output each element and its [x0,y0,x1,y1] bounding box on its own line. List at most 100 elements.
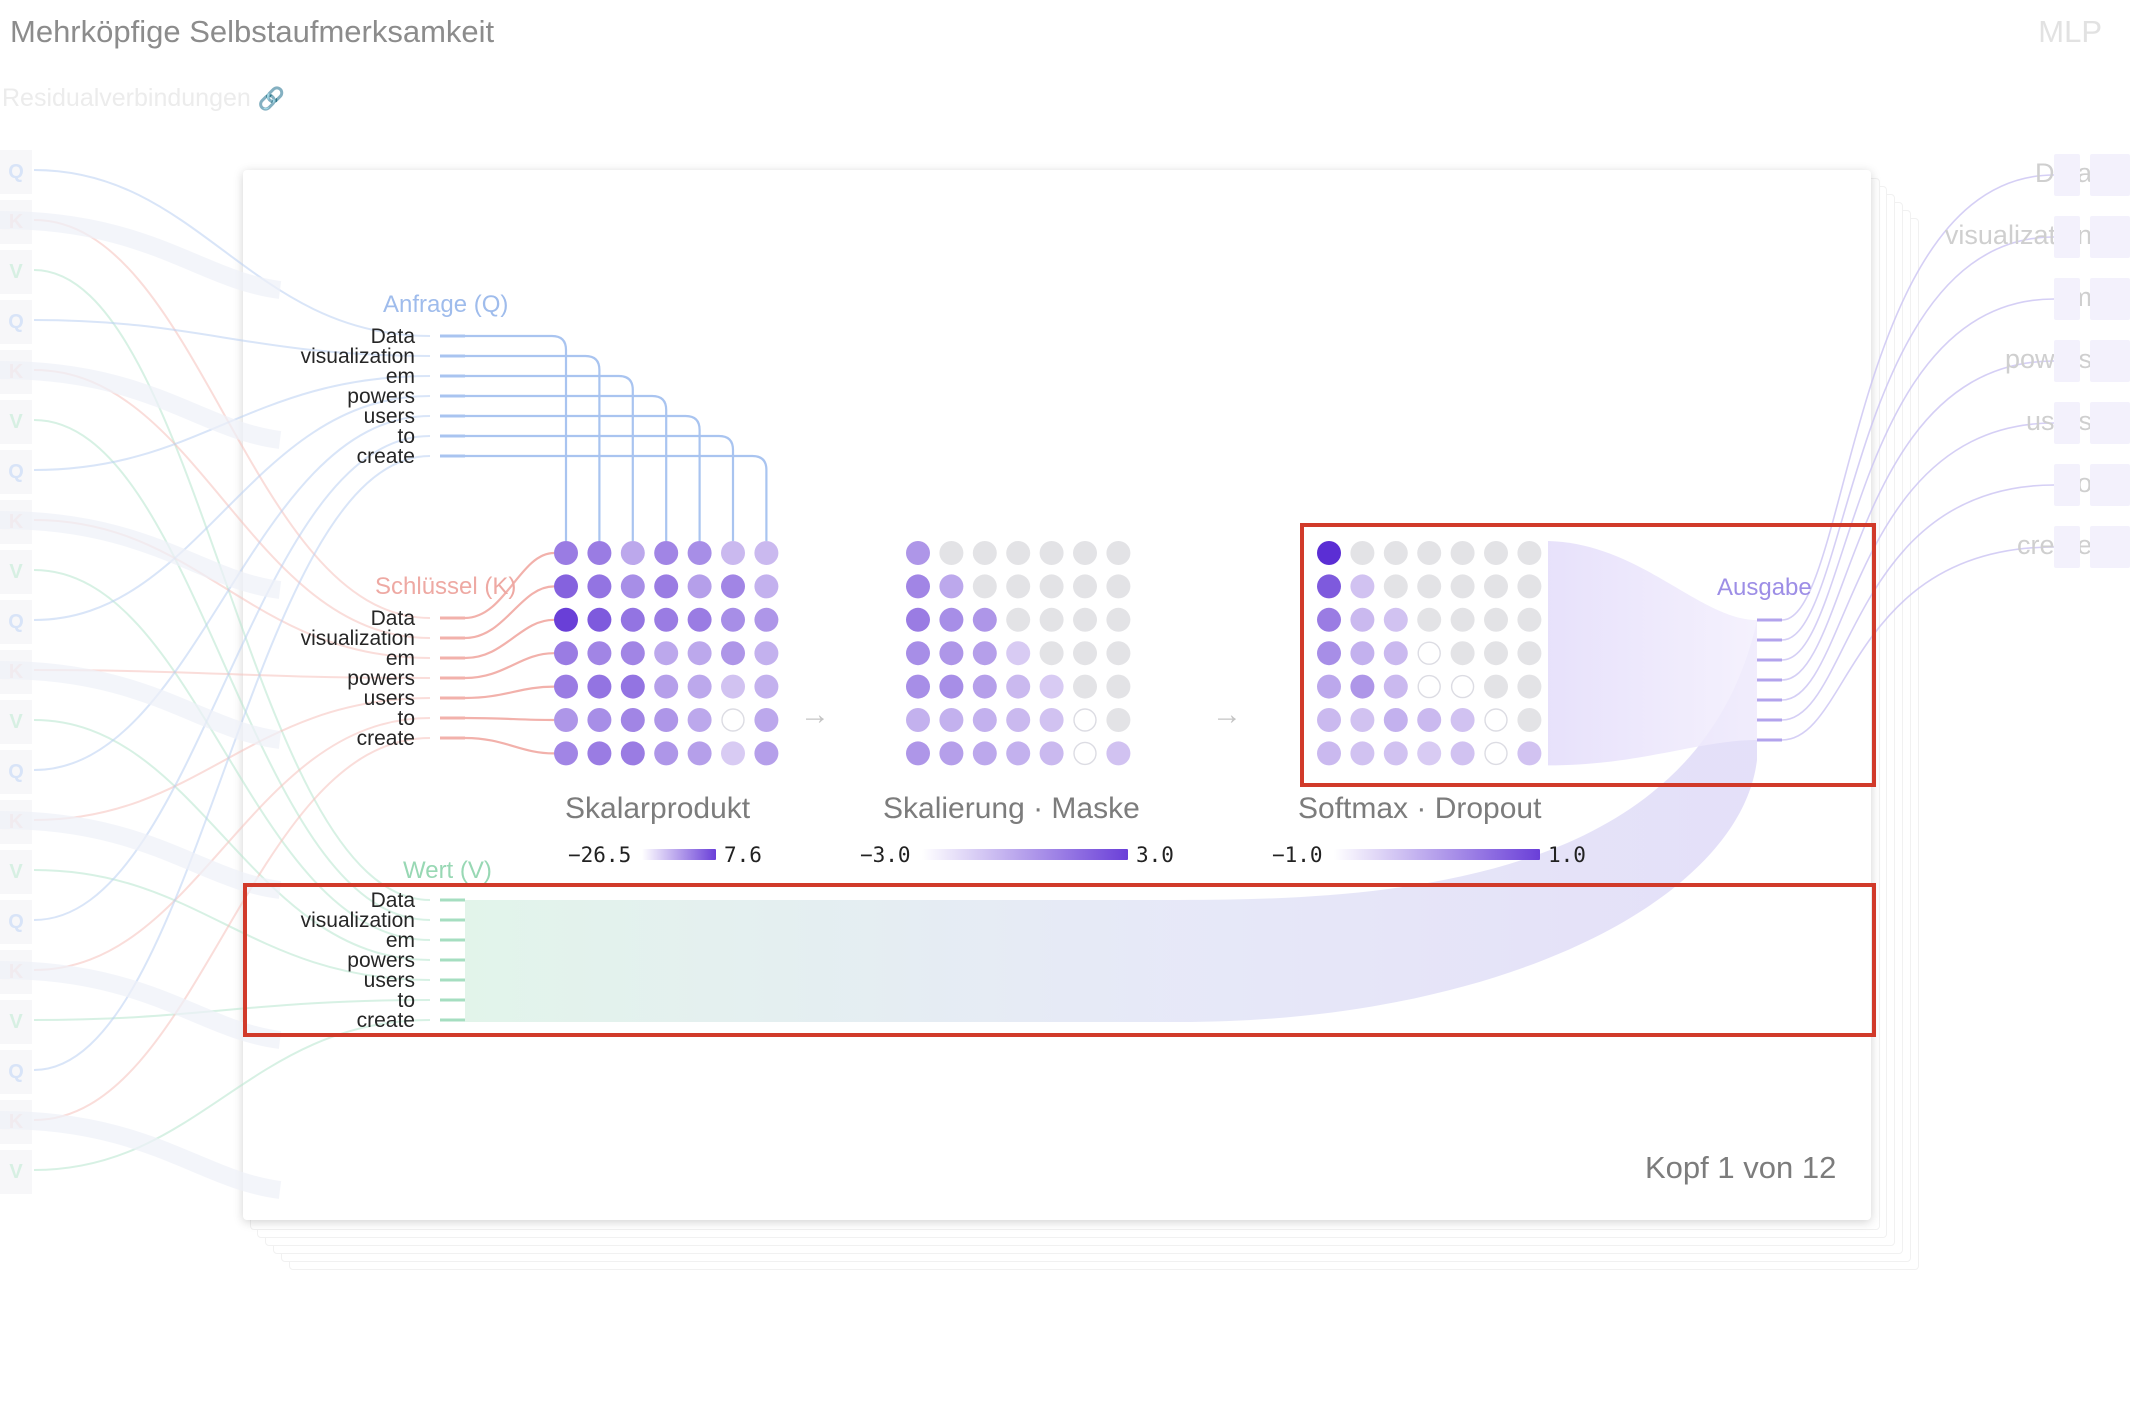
value-token[interactable]: users [363,969,415,992]
scaled-masked-cell [1006,574,1031,599]
query-token[interactable]: em [385,365,415,388]
scaled-masked-cell [939,708,964,732]
attention-block-title: Mehrköpfige Selbstaufmerksamkeit [10,14,495,49]
output-embedding-chip [2090,216,2130,258]
value-weighted-band [465,620,1757,1022]
output-embedding-chip [2054,216,2080,258]
scaled-masked-cell [1039,674,1064,699]
key-token[interactable]: visualization [300,627,415,650]
key-token[interactable]: Data [370,607,415,630]
softmax-cell [1517,541,1542,565]
softmax-cell [1517,641,1542,666]
dot-product-cell [620,574,645,599]
query-token[interactable]: users [363,405,415,428]
query-token[interactable]: to [397,425,415,448]
output-embedding-chip [2090,154,2130,196]
value-token[interactable]: powers [347,949,415,972]
embedding-flow-line [33,569,431,941]
key-to-matrix-line [464,716,555,722]
residual-band [0,1111,282,1199]
left-chip-q[interactable]: Q [0,600,32,644]
embedding-flow-line [33,455,431,1071]
value-token[interactable]: to [397,989,415,1012]
query-token[interactable]: visualization [300,345,415,368]
scaled-masked-cell [1106,541,1131,565]
embedding-flow-line [33,719,431,961]
query-token[interactable]: Data [370,325,415,348]
stage-title-dot-product: Skalarprodukt [565,792,751,825]
key-token[interactable]: powers [347,667,415,690]
softmax-cell [1450,741,1475,766]
dot-product-cell [554,674,578,699]
left-chip-q[interactable]: Q [0,150,32,194]
softmax-cell [1450,574,1475,599]
softmax-cell [1317,574,1341,599]
left-chip-q[interactable]: Q [0,750,32,794]
output-embedding-chip [2054,340,2080,382]
left-chip-v[interactable]: V [0,250,32,294]
softmax-cell [1417,607,1442,632]
key-token[interactable]: to [397,707,415,730]
residual-band [0,511,282,599]
dot-product-cell [587,541,612,565]
left-chip-q[interactable]: Q [0,450,32,494]
mlp-block-label[interactable]: MLP [2038,14,2102,49]
dot-product-cell [754,708,779,732]
softmax-cell [1417,541,1442,565]
dot-product-cell [587,708,612,732]
softmax-cell [1350,708,1375,732]
left-chip-q[interactable]: Q [0,900,32,944]
embedding-flow-line [33,419,431,921]
value-label: Wert (V) [403,857,492,884]
scaled-masked-cell [972,741,997,766]
dot-product-cell [754,607,779,632]
left-chip-q[interactable]: Q [0,1050,32,1094]
query-token[interactable]: powers [347,385,415,408]
legend-min: −26.5 [568,843,632,867]
scaled-masked-cell [972,607,997,632]
value-token[interactable]: em [385,929,415,952]
scaled-masked-cell [1106,607,1131,632]
key-token[interactable]: create [356,727,415,750]
scaled-masked-cell [1039,741,1064,766]
left-chip-v[interactable]: V [0,400,32,444]
dot-product-cell [554,641,578,666]
softmax-cell [1383,607,1408,632]
dot-product-cell [754,741,779,766]
query-to-matrix-line [465,394,668,541]
scaled-masked-cell [972,674,997,699]
key-token[interactable]: em [385,647,415,670]
left-chip-v[interactable]: V [0,850,32,894]
left-chip-q[interactable]: Q [0,300,32,344]
output-flow-line [1781,360,2055,681]
head-counter[interactable]: Kopf 1 von 12 [1645,1150,1837,1185]
dot-product-cell [754,641,779,666]
color-scale-bar [922,849,1128,860]
value-token[interactable]: create [356,1009,415,1032]
arrow-right-icon: → [1212,698,1242,731]
softmax-cell [1383,541,1408,565]
softmax-cell [1517,607,1542,632]
value-token[interactable]: visualization [300,909,415,932]
scaled-masked-cell [1073,708,1097,732]
value-token[interactable]: Data [370,889,415,912]
key-to-matrix-line [464,685,555,700]
softmax-cell [1417,574,1442,599]
softmax-cell [1517,708,1542,732]
left-chip-v[interactable]: V [0,1000,32,1044]
dot-product-cell [654,674,679,699]
left-chip-v[interactable]: V [0,700,32,744]
key-token[interactable]: users [363,687,415,710]
softmax-cell [1317,641,1341,666]
dot-product-cell [754,574,779,599]
left-chip-v[interactable]: V [0,550,32,594]
dot-product-cell [554,541,578,565]
scaled-masked-cell [906,541,930,565]
dot-product-cell [721,607,745,632]
left-chip-v[interactable]: V [0,1150,32,1194]
color-scale-bar [1334,849,1540,860]
scaled-masked-cell [1073,607,1097,632]
query-token[interactable]: create [356,445,415,468]
residual-connections-toggle[interactable]: Residualverbindungen 🔗 [2,84,285,113]
query-label: Anfrage (Q) [383,291,509,318]
